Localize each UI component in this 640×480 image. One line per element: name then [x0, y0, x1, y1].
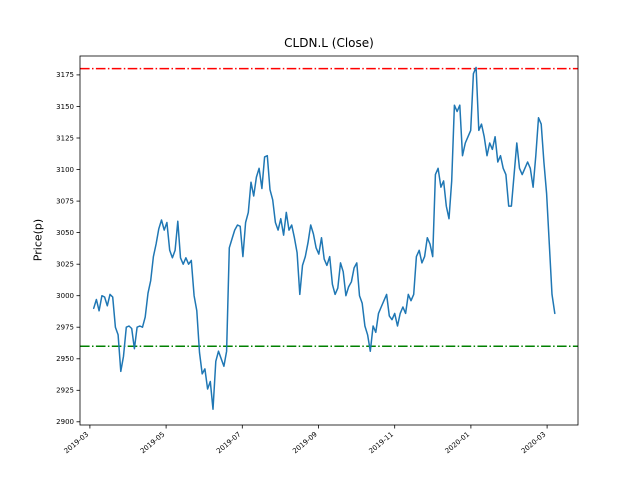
y-tick-label: 3175 — [56, 71, 74, 79]
y-tick-label: 2975 — [56, 324, 74, 332]
x-tick-label: 2019-07 — [215, 430, 243, 455]
y-tick-label: 2900 — [56, 418, 74, 426]
chart-title: CLDN.L (Close) — [284, 36, 374, 50]
y-tick-label: 3050 — [56, 229, 74, 237]
y-tick-label: 3125 — [56, 134, 74, 142]
axes-frame — [79, 55, 579, 426]
x-tick-label: 2019-03 — [63, 430, 91, 455]
y-tick-label: 3075 — [56, 197, 74, 205]
y-tick-label: 2925 — [56, 387, 74, 395]
y-tick-label: 3000 — [56, 292, 74, 300]
x-tick-label: 2019-05 — [139, 430, 167, 455]
x-tick-label: 2020-03 — [520, 430, 548, 455]
close-price-series — [92, 66, 556, 410]
x-tick-label: 2019-11 — [367, 430, 395, 455]
x-tick-label: 2019-09 — [291, 430, 319, 455]
y-tick-label: 3100 — [56, 166, 74, 174]
y-tick-label: 3150 — [56, 103, 74, 111]
x-tick-label: 2020-01 — [444, 430, 472, 455]
y-tick-label: 2950 — [56, 355, 74, 363]
y-tick-label: 3025 — [56, 261, 74, 269]
